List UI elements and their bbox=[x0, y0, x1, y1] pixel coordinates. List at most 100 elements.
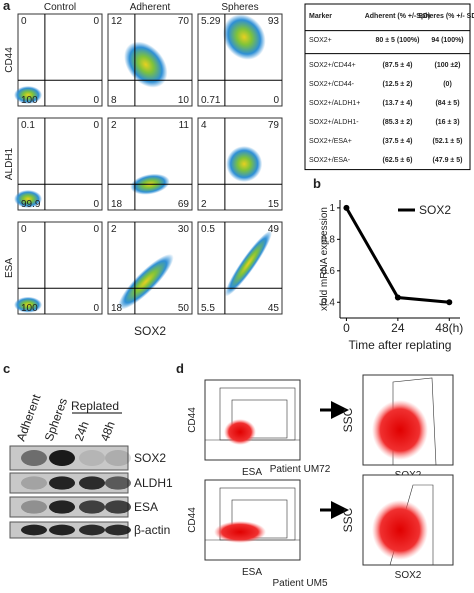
x-axis-label: Time after replating bbox=[349, 338, 452, 352]
blot-band bbox=[21, 450, 47, 466]
band-label: ESA bbox=[134, 500, 158, 514]
quadrant-value: 2 bbox=[111, 224, 117, 235]
quadrant-value: 0 bbox=[93, 95, 99, 106]
table-header: Marker bbox=[309, 13, 332, 20]
quadrant-value: 70 bbox=[178, 16, 190, 27]
table-header: Spheres (% +/- SD) bbox=[416, 13, 474, 20]
data-point bbox=[394, 294, 401, 301]
column-header: Spheres bbox=[221, 2, 258, 13]
quadrant-value: 2 bbox=[201, 199, 207, 210]
quadrant-value: 30 bbox=[178, 224, 190, 235]
blot-band bbox=[105, 476, 131, 490]
table-cell: SOX2+/CD44- bbox=[309, 81, 355, 88]
quadrant-value: 100 bbox=[21, 303, 38, 314]
y-tick-label: 1 bbox=[329, 203, 335, 214]
axis-label: SSC bbox=[341, 507, 355, 532]
blot-band bbox=[49, 476, 75, 490]
blot-band bbox=[21, 500, 47, 514]
lane-label: 24h bbox=[72, 419, 92, 443]
blot-band bbox=[21, 524, 47, 536]
blot-band bbox=[49, 500, 75, 514]
blot-band bbox=[105, 500, 131, 514]
x-tick-label: 24 bbox=[391, 321, 405, 335]
table-cell: 80 ± 5 (100%) bbox=[376, 37, 420, 44]
quadrant-value: 0.5 bbox=[201, 224, 215, 235]
cell-population bbox=[214, 521, 266, 543]
table-cell: SOX2+/ESA- bbox=[309, 157, 351, 164]
table-cell: SOX2+/CD44+ bbox=[309, 62, 356, 69]
table-cell: (37.5 ± 4) bbox=[383, 138, 413, 145]
lane-label: Spheres bbox=[42, 396, 70, 443]
y-tick-label: 0.8 bbox=[321, 234, 335, 245]
quadrant-value: 0.1 bbox=[21, 120, 35, 131]
cell-population bbox=[118, 254, 174, 310]
panel-label: a bbox=[3, 0, 11, 13]
group-label: Replated bbox=[71, 399, 119, 413]
quadrant-value: 0 bbox=[21, 16, 27, 27]
cell-population bbox=[372, 400, 428, 460]
blot-band bbox=[105, 524, 131, 536]
quadrant-value: 100 bbox=[21, 95, 38, 106]
quadrant-value: 5.5 bbox=[201, 303, 215, 314]
table-cell: (85.3 ± 2) bbox=[383, 119, 413, 126]
gate-plot bbox=[204, 379, 301, 461]
quadrant-value: 4 bbox=[201, 120, 207, 131]
panel-label: d bbox=[176, 361, 184, 376]
row-label: ESA bbox=[4, 258, 15, 278]
cell-population bbox=[14, 296, 43, 313]
gate-plot bbox=[204, 479, 301, 561]
table-cell: SOX2+/ALDH1+ bbox=[309, 100, 360, 107]
line-series bbox=[345, 207, 450, 304]
legend-label: SOX2 bbox=[419, 203, 451, 217]
band-label: ALDH1 bbox=[134, 476, 173, 490]
cell-population bbox=[222, 14, 266, 60]
axis-label: SOX2 bbox=[395, 570, 422, 581]
axis-label: SSC bbox=[341, 407, 355, 432]
blot-band bbox=[49, 450, 75, 466]
quadrant-value: 93 bbox=[268, 16, 280, 27]
quadrant-value: 69 bbox=[178, 199, 190, 210]
blot-band bbox=[105, 450, 131, 466]
axis-label: CD44 bbox=[187, 407, 198, 433]
blot-band bbox=[79, 524, 105, 536]
table-cell: SOX2+/ALDH1- bbox=[309, 119, 359, 126]
flow-plot bbox=[107, 117, 193, 211]
cell-population bbox=[14, 189, 43, 208]
quadrant-value: 0.71 bbox=[201, 95, 221, 106]
table-cell: (13.7 ± 4) bbox=[383, 100, 413, 107]
table-cell: (16 ± 3) bbox=[435, 119, 459, 126]
panel-label: c bbox=[3, 361, 10, 376]
blot-band bbox=[21, 476, 47, 490]
lane-label: 48h bbox=[98, 419, 118, 443]
quadrant-value: 18 bbox=[111, 303, 123, 314]
quadrant-value: 12 bbox=[111, 16, 123, 27]
blot-band bbox=[49, 524, 75, 536]
quadrant-value: 0 bbox=[93, 120, 99, 131]
table-header: Adherent (% +/- SD) bbox=[365, 13, 431, 20]
table-cell: (62.5 ± 6) bbox=[383, 157, 413, 164]
blot-band bbox=[79, 500, 105, 514]
cell-population bbox=[224, 419, 256, 445]
panel-label: b bbox=[313, 176, 321, 191]
quadrant-value: 0 bbox=[93, 224, 99, 235]
quadrant-value: 79 bbox=[268, 120, 280, 131]
cell-population bbox=[224, 230, 273, 297]
y-tick-label: 0.6 bbox=[321, 266, 335, 277]
quadrant-value: 10 bbox=[178, 95, 190, 106]
table-cell: SOX2+/ESA+ bbox=[309, 138, 352, 145]
quadrant-value: 2 bbox=[111, 120, 117, 131]
axis-label: ESA bbox=[242, 567, 262, 578]
quadrant-value: 50 bbox=[178, 303, 190, 314]
table-frame bbox=[304, 3, 471, 171]
table-cell: (52.1 ± 5) bbox=[433, 138, 463, 145]
quadrant-value: 0 bbox=[21, 224, 27, 235]
table-cell: (0) bbox=[443, 81, 452, 88]
cell-population bbox=[226, 146, 263, 182]
row-label: CD44 bbox=[4, 47, 15, 73]
gate bbox=[231, 399, 288, 439]
cell-population bbox=[14, 85, 43, 104]
quadrant-value: 45 bbox=[268, 303, 280, 314]
blot-band bbox=[79, 450, 105, 466]
x-axis-label: SOX2 bbox=[134, 324, 166, 338]
quadrant-value: 8 bbox=[111, 95, 117, 106]
